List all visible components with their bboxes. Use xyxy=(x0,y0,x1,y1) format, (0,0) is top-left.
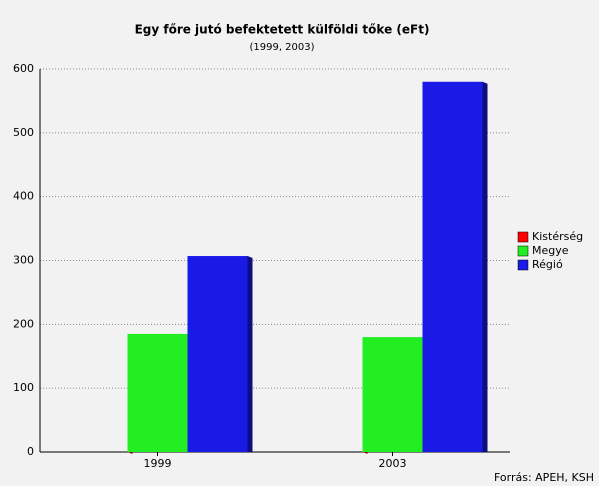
bar xyxy=(422,81,488,453)
chart-title: Egy főre jutó befektetett külföldi tőke … xyxy=(135,23,430,37)
y-tick-label: 300 xyxy=(13,254,34,267)
source-note: Forrás: APEH, KSH xyxy=(494,471,594,484)
legend-swatch xyxy=(517,259,529,271)
y-tick-label: 600 xyxy=(13,62,34,75)
bar xyxy=(362,452,368,454)
legend-swatch xyxy=(517,231,529,243)
legend-swatch xyxy=(517,245,529,257)
chart-subtitle: (1999, 2003) xyxy=(249,42,314,53)
x-tick-label: 1999 xyxy=(144,457,172,470)
bar xyxy=(127,452,133,454)
x-tick-label: 2003 xyxy=(379,457,407,470)
bar xyxy=(187,256,253,452)
legend-label: Megye xyxy=(532,244,569,257)
y-tick-label: 500 xyxy=(13,126,34,139)
y-tick-label: 0 xyxy=(27,445,34,458)
legend-label: Régió xyxy=(532,258,563,271)
y-tick-label: 200 xyxy=(13,317,34,330)
y-tick-label: 400 xyxy=(13,190,34,203)
legend-label: Kistérség xyxy=(532,230,583,243)
y-tick-label: 100 xyxy=(13,381,34,394)
bar xyxy=(127,333,193,452)
bar xyxy=(362,337,428,452)
